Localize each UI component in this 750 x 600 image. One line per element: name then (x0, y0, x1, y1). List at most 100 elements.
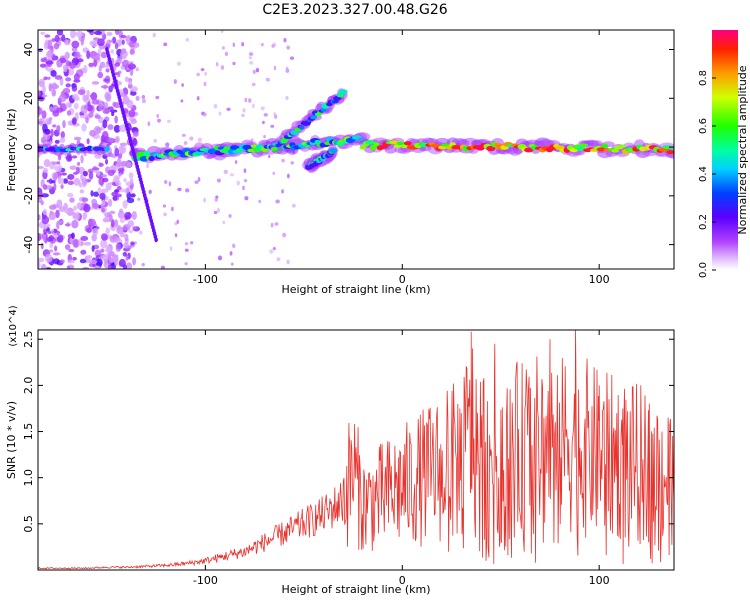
spectrogram-noise-blob (292, 203, 296, 208)
spectrogram-noise-blob (281, 158, 285, 163)
snr-ytick-label: 0.5 (22, 515, 35, 533)
spectrogram-noise-blob (132, 226, 137, 230)
spectrogram-noise-blob (61, 172, 67, 176)
spectrogram-noise-blob (38, 106, 43, 115)
spectrogram-noise-blob (130, 119, 137, 124)
spectrogram-noise-blob (103, 101, 109, 109)
spectrogram-noise-blob (42, 234, 46, 242)
spectrogram-noise-blob (132, 137, 138, 146)
spectrogram-noise-blob (216, 178, 221, 183)
spectrogram-noise-blob (92, 227, 99, 236)
spectrogram-noise-blob (243, 179, 248, 183)
spectrogram-noise-blob (91, 99, 100, 105)
spectrogram-noise-blob (85, 255, 93, 259)
snr-ytick-label: 1.0 (22, 469, 35, 487)
spectrogram-noise-blob (135, 95, 140, 101)
spectrogram-noise-blob (53, 258, 60, 265)
spectrogram-noise-blob (83, 203, 91, 213)
spectrogram-noise-blob (106, 31, 113, 36)
spectrogram-noise-blob (66, 265, 71, 269)
spectrogram-noise-blob (189, 136, 194, 141)
spectrogram-trace-core (294, 127, 302, 132)
spectrogram-noise-blob (71, 47, 78, 53)
spectrogram-noise-blob (69, 165, 78, 170)
spectrogram-noise-blob (102, 253, 109, 260)
spectrogram-noise-blob (114, 30, 120, 36)
spectrogram-noise-blob (116, 157, 122, 167)
spectrogram-noise-blob (285, 95, 289, 100)
spectrogram-noise-blob (91, 81, 100, 85)
spectrogram-noise-blob (181, 133, 186, 137)
spectrogram-noise-blob (100, 174, 108, 178)
spectrogram-noise-blob (185, 37, 190, 42)
spectrogram-noise-blob (56, 199, 63, 209)
spectrogram-ytick-label: 40 (22, 43, 35, 57)
snr-marks (38, 330, 674, 570)
spectrogram-noise-blob (65, 101, 71, 108)
spectrogram-noise-blob (286, 259, 290, 265)
spectrogram-noise-blob (38, 153, 41, 158)
spectrogram-trace-core (338, 93, 344, 98)
spectrogram-noise-blob (160, 265, 165, 269)
spectrogram-noise-blob (103, 64, 110, 68)
spectrogram-noise-blob (86, 30, 93, 33)
spectrogram-noise-blob (232, 61, 236, 66)
spectrogram-noise-blob (71, 84, 78, 92)
spectrogram-noise-blob (118, 124, 127, 133)
spectrogram-noise-blob (180, 99, 184, 103)
spectrogram-noise-blob (86, 227, 92, 233)
spectrogram-noise-blob (40, 31, 46, 36)
spectrogram-trace-core (86, 145, 93, 152)
spectrogram-marks (38, 30, 674, 269)
snr-xtick-label: 0 (399, 574, 406, 587)
spectrogram-noise-blob (224, 51, 229, 57)
snr-panel: -100 0 100 0.5 1.0 1.5 2.0 2.5 Height of straig… (5, 305, 675, 596)
spectrogram-noise-blob (171, 206, 174, 212)
spectrogram-noise-blob (270, 222, 274, 228)
spectrogram-noise-blob (229, 251, 233, 256)
spectrogram-noise-blob (54, 34, 60, 43)
spectrogram-noise-blob (94, 30, 102, 36)
spectrogram-noise-blob (56, 125, 61, 133)
spectrogram-noise-blob (62, 120, 66, 129)
spectrogram-noise-blob (241, 113, 245, 117)
spectrogram-noise-blob (83, 105, 89, 110)
spectrogram-noise-blob (64, 52, 70, 60)
spectrogram-noise-blob (44, 253, 53, 263)
spectrogram-noise-blob (55, 209, 60, 219)
spectrogram-noise-blob (248, 52, 254, 56)
spectrogram-noise-blob (109, 235, 117, 243)
spectrogram-noise-blob (73, 136, 82, 141)
spectrogram-noise-blob (83, 241, 92, 246)
spectrogram-noise-blob (69, 62, 76, 69)
spectrogram-noise-blob (100, 207, 106, 213)
spectrogram-noise-blob (67, 259, 75, 264)
spectrogram-noise-blob (42, 167, 49, 174)
spectrogram-noise-blob (125, 262, 133, 269)
spectrogram-trace-core (611, 148, 620, 153)
spectrogram-noise-blob (64, 244, 71, 251)
spectrogram-noise-blob (118, 258, 126, 267)
spectrogram-noise-blob (98, 162, 104, 167)
spectrogram-xlabel: Height of straight line (km) (281, 283, 430, 296)
spectrogram-noise-blob (88, 62, 95, 68)
spectrogram-noise-blob (71, 219, 79, 229)
spectrogram-noise-blob (58, 219, 64, 225)
spectrogram-noise-blob (56, 30, 64, 36)
spectrogram-noise-blob (102, 119, 108, 129)
spectrogram-noise-blob (137, 197, 141, 201)
spectrogram-ytick-label: 0 (22, 144, 35, 151)
spectrogram-trace-core (270, 146, 278, 151)
colorbar-tick-label: 0.4 (698, 166, 709, 182)
spectrogram-noise-blob (114, 176, 120, 186)
spectrogram-noise-blob (60, 131, 65, 139)
spectrogram-noise-blob (59, 259, 65, 264)
spectrogram-noise-blob (197, 177, 201, 182)
snr-xtick-label: -100 (193, 574, 218, 587)
spectrogram-noise-blob (118, 152, 123, 159)
spectrogram-trace-core (69, 146, 75, 151)
spectrogram-noise-blob (50, 128, 54, 138)
spectrogram-noise-blob (48, 249, 54, 253)
spectrogram-noise-blob (45, 67, 54, 72)
spectrogram-noise-blob (43, 226, 48, 230)
